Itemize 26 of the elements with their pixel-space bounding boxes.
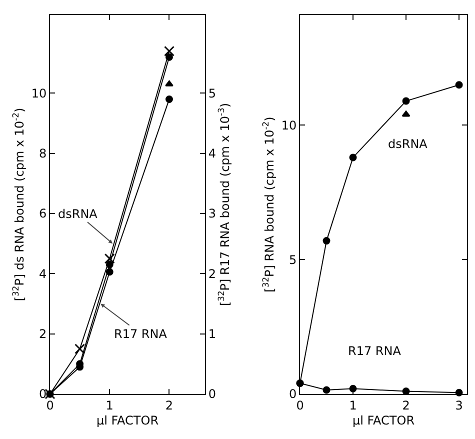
- y-tick-label: 4: [38, 266, 47, 281]
- y-tick-label: 0: [38, 387, 47, 402]
- y2-tick-label: 4: [208, 146, 216, 161]
- x-axis-title: μl FACTOR: [352, 413, 415, 428]
- y-tick-label: 6: [38, 206, 47, 221]
- y2-tick-label: 3: [208, 206, 216, 221]
- x-tick-label: 2: [165, 398, 174, 412]
- x-axis-title: μl FACTOR: [96, 413, 159, 428]
- y2-tick-label: 2: [208, 266, 216, 281]
- x-tick-label: 2: [402, 398, 410, 412]
- y-tick-label: 0: [288, 387, 297, 402]
- x-tick-label: 3: [455, 398, 463, 412]
- y-tick-label: 10: [281, 118, 297, 132]
- annotation: dsRNA: [388, 137, 428, 151]
- x-tick-label: 1: [349, 398, 357, 412]
- annotation: dsRNA: [58, 207, 98, 221]
- y-tick-label: 10: [31, 86, 47, 100]
- annotation: R17 RNA: [348, 344, 402, 358]
- y2-tick-label: 5: [208, 86, 216, 100]
- y-tick-label: 5: [288, 252, 297, 267]
- y-tick-label: 8: [38, 146, 47, 161]
- y2-tick-label: 0: [208, 387, 216, 402]
- annotation: R17 RNA: [114, 327, 168, 341]
- y2-tick-label: 1: [208, 327, 216, 342]
- x-tick-label: 1: [106, 398, 114, 412]
- y-tick-label: 2: [38, 327, 47, 342]
